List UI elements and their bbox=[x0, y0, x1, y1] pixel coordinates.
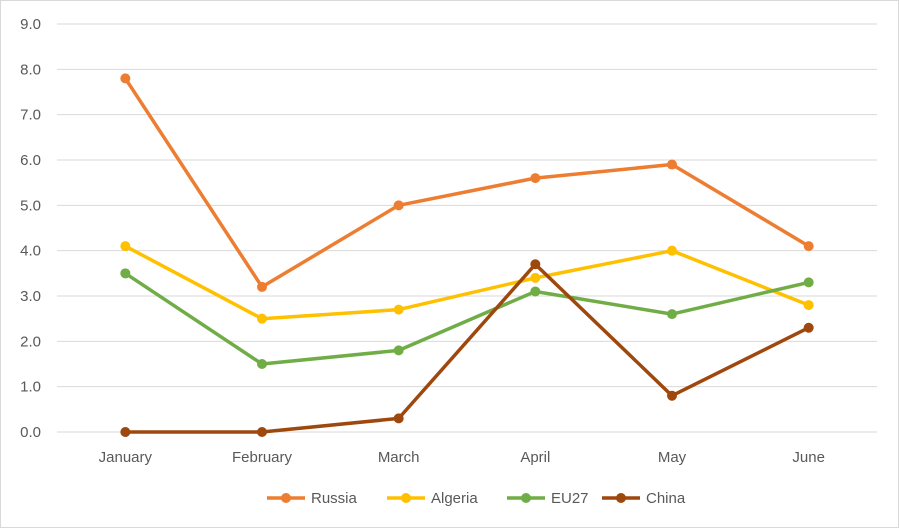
x-tick-label: June bbox=[792, 449, 825, 466]
data-point bbox=[120, 73, 131, 84]
y-tick-label: 5.0 bbox=[20, 197, 41, 214]
legend-marker bbox=[616, 493, 626, 503]
series-russia bbox=[120, 73, 814, 292]
data-point bbox=[667, 390, 677, 401]
x-tick-label: March bbox=[378, 449, 420, 466]
y-tick-label: 7.0 bbox=[20, 107, 41, 124]
data-point bbox=[257, 359, 267, 369]
series-china bbox=[120, 259, 814, 437]
data-point bbox=[393, 345, 404, 356]
y-tick-label: 9.0 bbox=[20, 16, 41, 33]
legend-label: Algeria bbox=[431, 490, 478, 507]
series-line bbox=[123, 244, 811, 321]
x-axis: January February March April May June bbox=[99, 449, 825, 466]
data-point bbox=[803, 300, 814, 311]
x-tick-label: February bbox=[232, 449, 293, 466]
series-group bbox=[120, 73, 814, 437]
data-point bbox=[530, 173, 541, 184]
data-point bbox=[530, 272, 541, 283]
data-point bbox=[257, 281, 267, 292]
data-point bbox=[393, 304, 404, 315]
y-tick-label: 4.0 bbox=[20, 243, 41, 260]
legend-label: Russia bbox=[311, 490, 358, 507]
gridlines bbox=[57, 23, 877, 433]
y-axis: 0.0 1.0 2.0 3.0 4.0 5.0 6.0 7.0 8.0 9.0 bbox=[20, 16, 41, 441]
series-algeria bbox=[120, 241, 814, 324]
legend-marker bbox=[281, 493, 291, 503]
y-tick-label: 3.0 bbox=[20, 288, 41, 305]
data-point bbox=[667, 159, 677, 170]
data-point bbox=[803, 277, 814, 288]
legend-label: China bbox=[646, 490, 686, 507]
legend-item-algeria: Algeria bbox=[387, 490, 478, 507]
data-point bbox=[667, 245, 677, 256]
data-point bbox=[530, 259, 541, 270]
data-point bbox=[120, 268, 131, 279]
data-point bbox=[393, 413, 404, 424]
data-point bbox=[393, 200, 404, 211]
y-tick-label: 0.0 bbox=[20, 424, 41, 441]
y-tick-label: 2.0 bbox=[20, 333, 41, 350]
series-eu27 bbox=[120, 268, 814, 369]
x-tick-label: January bbox=[99, 449, 153, 466]
legend-marker bbox=[521, 493, 531, 503]
x-tick-label: May bbox=[658, 449, 687, 466]
legend-label: EU27 bbox=[551, 490, 589, 507]
legend-marker bbox=[401, 493, 411, 503]
legend: Russia Algeria EU27 China bbox=[267, 490, 686, 507]
x-tick-label: April bbox=[520, 449, 550, 466]
data-point bbox=[257, 427, 267, 437]
data-point bbox=[803, 241, 814, 252]
legend-item-eu27: EU27 bbox=[507, 490, 589, 507]
data-point bbox=[667, 309, 677, 320]
data-point bbox=[803, 322, 814, 333]
data-point bbox=[120, 427, 131, 437]
data-point bbox=[530, 286, 541, 297]
y-tick-label: 1.0 bbox=[20, 379, 41, 396]
y-tick-label: 8.0 bbox=[20, 61, 41, 78]
series-line bbox=[123, 262, 811, 434]
series-line bbox=[123, 76, 811, 289]
series-line bbox=[123, 271, 811, 366]
legend-item-russia: Russia bbox=[267, 490, 358, 507]
data-point bbox=[120, 241, 131, 252]
data-point bbox=[257, 313, 267, 324]
y-tick-label: 6.0 bbox=[20, 152, 41, 169]
legend-item-china: China bbox=[602, 490, 686, 507]
